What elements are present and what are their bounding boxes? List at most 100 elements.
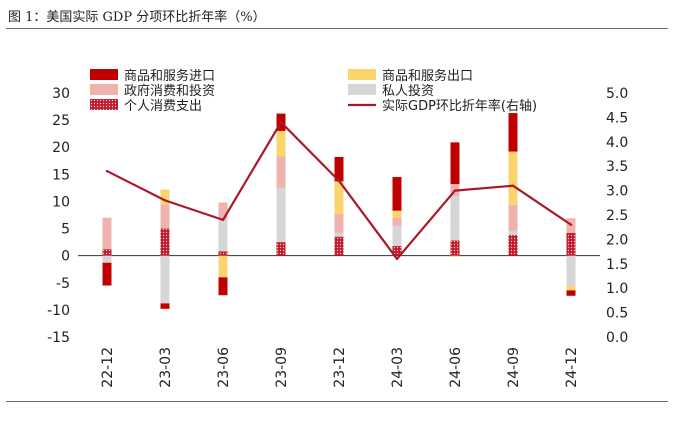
legend-swatch (90, 69, 118, 80)
legend-label: 私人投资 (382, 83, 434, 99)
bar-segment (276, 130, 286, 157)
x-category-label: 23-03 (158, 347, 174, 388)
bar-segment (392, 245, 402, 256)
category-labels: 22-12 23-03 23-06 23-09 23-12 24-03 24-06 24-09… (100, 347, 580, 388)
legend-swatch (90, 99, 118, 110)
legend-label: 政府消费和投资 (124, 83, 215, 99)
bar-segment (450, 255, 460, 257)
bar-segment (392, 225, 402, 246)
gdp-point (279, 121, 283, 124)
bar-segment (508, 151, 518, 205)
legend-label: 个人消费支出 (124, 99, 202, 114)
figure-title: 图 1：美国实际 GDP 分项环比折年率（%） (8, 10, 266, 25)
bar-segment (218, 251, 228, 256)
y-right-tick-label: 2.0 (606, 232, 628, 248)
bar-segment (334, 213, 344, 233)
y-right-tick-label: 3.5 (606, 159, 628, 175)
y-left-tick-label: 20 (52, 140, 70, 156)
gdp-point (569, 223, 573, 226)
x-category-label: 24-12 (564, 347, 580, 388)
x-category-label: 23-09 (274, 347, 290, 388)
bar-segment (508, 235, 518, 256)
y-left-tick-label: 5 (61, 222, 70, 238)
gdp-point (163, 199, 167, 202)
y-left-tick-label: 10 (52, 194, 70, 210)
bar-segment (392, 177, 402, 211)
gdp-line (105, 121, 573, 261)
bar-segment (276, 156, 286, 188)
bottom-divider (6, 401, 668, 402)
y-left-tick-label: -5 (56, 276, 70, 292)
x-category-label: 22-12 (100, 347, 116, 388)
y-right-tick-label: 1.5 (606, 257, 628, 273)
bar-segment (392, 217, 402, 226)
x-category-label: 23-06 (216, 347, 232, 388)
y-right-tick-label: 3.0 (606, 184, 628, 200)
bar-segment (218, 202, 228, 220)
bar-segment (218, 255, 228, 278)
bar-segment (334, 236, 344, 256)
legend-swatch (348, 84, 376, 95)
gdp-point (511, 184, 515, 187)
bar-segment (218, 219, 228, 252)
bar-segment (334, 156, 344, 182)
bar-segment (508, 113, 518, 152)
chart-axes: 30 25 20 15 10 5 0 -5 -10 -15 5.0 4.5 4.0 3.5 3.0 2.5 2.… (47, 86, 628, 346)
gdp-point (395, 257, 399, 261)
y-right-tick-label: 5.0 (606, 86, 628, 102)
bar-segment (450, 196, 460, 241)
bar-segment (276, 187, 286, 243)
bar-segment (160, 255, 170, 304)
bar-segment (102, 262, 112, 286)
bar-segment (334, 181, 344, 214)
bar-segment (102, 262, 112, 263)
bar-segment (392, 210, 402, 218)
bar-segment (102, 255, 112, 263)
bar-segment (160, 228, 170, 256)
y-left-tick-label: 25 (52, 113, 70, 129)
legend-label: 实际GDP环比折年率(右轴) (382, 98, 537, 114)
y-right-tick-label: 4.5 (606, 110, 628, 126)
bar-segment (508, 204, 518, 231)
bar-segment (450, 142, 460, 185)
bar-segment (334, 232, 344, 237)
x-category-label: 23-12 (332, 347, 348, 388)
bar-segment (102, 249, 112, 256)
y-left-tick-label: 15 (52, 167, 70, 183)
y-right-tick-label: 0.0 (606, 330, 628, 346)
gdp-point (105, 169, 109, 173)
bar-segment (160, 189, 170, 205)
bar-segment (218, 277, 228, 296)
bar-segment (102, 217, 112, 250)
gdp-point (221, 218, 225, 222)
x-category-label: 24-09 (506, 347, 522, 388)
legend-swatch (90, 84, 118, 95)
y-right-tick-label: 4.0 (606, 135, 628, 151)
legend-label: 商品和服务进口 (124, 68, 215, 84)
bar-segment (276, 242, 286, 256)
y-right-tick-label: 2.5 (606, 208, 628, 224)
gdp-point (337, 179, 341, 183)
bar-segment (566, 232, 576, 256)
chart-bars (102, 113, 576, 309)
y-left-tick-label: 30 (52, 86, 70, 102)
bar-segment (566, 286, 576, 291)
bar-segment (160, 204, 170, 229)
bar-segment (508, 230, 518, 236)
gdp-point (453, 189, 457, 192)
x-category-label: 24-03 (390, 347, 406, 388)
bar-segment (566, 255, 576, 287)
bar-segment (160, 303, 170, 309)
y-left-tick-label: -15 (47, 330, 70, 346)
legend-label: 商品和服务出口 (382, 68, 473, 84)
y-left-tick-label: -10 (47, 303, 70, 319)
bar-segment (566, 290, 576, 296)
y-left-tick-label: 0 (61, 249, 70, 265)
y-right-tick-label: 1.0 (606, 281, 628, 297)
x-category-label: 24-06 (448, 347, 464, 388)
y-right-tick-label: 0.5 (606, 306, 628, 322)
bar-segment (450, 240, 460, 256)
legend-swatch (348, 69, 376, 80)
